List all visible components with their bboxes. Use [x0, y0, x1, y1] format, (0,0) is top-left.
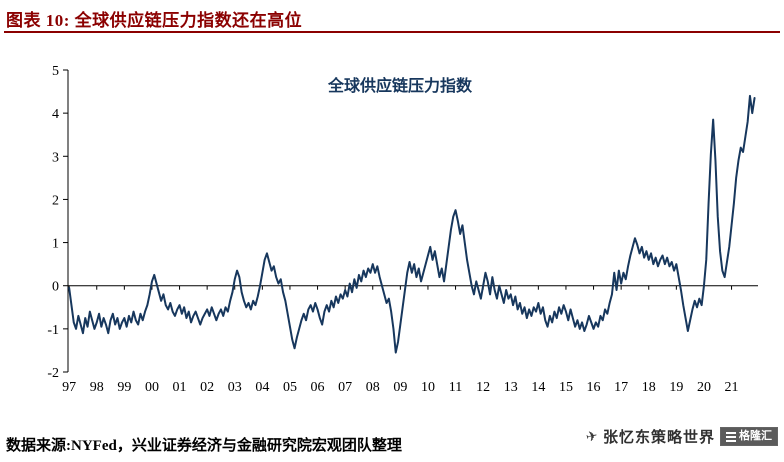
y-tick-label: -1	[47, 323, 59, 338]
x-tick-label: 97	[62, 380, 76, 395]
x-tick-label: 14	[531, 380, 545, 395]
chart-inner-title: 全球供应链压力指数	[327, 78, 472, 95]
y-tick-label: 5	[52, 64, 59, 79]
watermark-text: 张忆东策略世界	[602, 429, 715, 446]
paper-plane-icon: ✈	[584, 427, 600, 446]
x-tick-label: 17	[614, 380, 628, 395]
watermark: ✈ 张忆东策略世界 格隆汇	[584, 426, 778, 447]
x-tick-label: 18	[642, 380, 656, 395]
x-tick-label: 13	[504, 380, 518, 395]
x-tick-label: 20	[697, 380, 711, 395]
x-tick-label: 03	[228, 380, 242, 395]
x-tick-label: 06	[311, 380, 325, 395]
y-tick-label: 1	[52, 237, 59, 252]
x-tick-label: 99	[117, 380, 131, 395]
x-tick-label: 16	[587, 380, 601, 395]
title-underline	[4, 31, 780, 33]
chart-axes	[63, 69, 758, 373]
y-tick-label: 4	[52, 107, 59, 122]
x-tick-label: 11	[449, 380, 462, 395]
x-tick-label: 02	[200, 380, 214, 395]
gelonghui-stripes-icon	[726, 431, 736, 442]
data-source-note: 数据来源:NYFed，兴业证券经济与金融研究院宏观团队整理	[6, 438, 402, 454]
x-tick-label: 01	[173, 380, 187, 395]
y-tick-label: 3	[52, 150, 59, 165]
x-tick-label: 12	[476, 380, 490, 395]
y-tick-label: -2	[47, 366, 59, 381]
x-tick-label: 98	[90, 380, 104, 395]
gscpi-series-line	[68, 94, 756, 354]
gelonghui-logo: 格隆汇	[720, 427, 778, 446]
x-tick-label: 21	[725, 380, 739, 395]
x-tick-label: 07	[338, 380, 352, 395]
x-tick-label: 00	[145, 380, 159, 395]
y-tick-label: 0	[52, 280, 59, 295]
x-tick-label: 15	[559, 380, 573, 395]
x-tick-label: 08	[366, 380, 380, 395]
gscpi-line-chart: 5 4 3 2 1 0 -1 -2 97 98 99 00 01 02 03 04 05 06 07 08 09 10 11…	[0, 38, 784, 410]
gelonghui-logo-text: 格隆汇	[739, 430, 772, 442]
x-tick-label: 05	[283, 380, 297, 395]
x-tick-label: 19	[669, 380, 683, 395]
x-tick-label: 10	[421, 380, 435, 395]
y-tick-label: 2	[52, 193, 59, 208]
x-tick-label: 09	[393, 380, 407, 395]
x-tick-label: 04	[255, 380, 269, 395]
figure-title: 图表 10: 全球供应链压力指数还在高位	[6, 11, 303, 30]
